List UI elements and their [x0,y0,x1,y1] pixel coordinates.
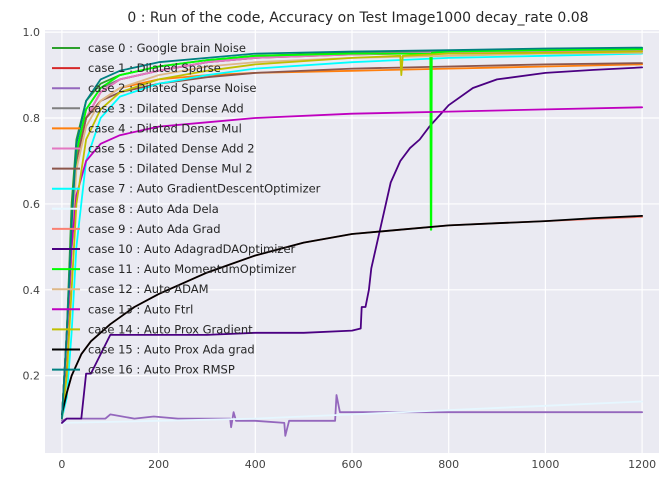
chart-title: 0 : Run of the code, Accuracy on Test Im… [127,10,588,26]
y-tick-label: 0.4 [23,284,41,297]
legend-entry: case 14 : Auto Prox Gradient [88,322,253,336]
series-line-2 [61,394,643,437]
legend-entry: case 5 : Dilated Dense Mul 2 [88,162,253,176]
legend-entry: case 2 : Dilated Sparse Noise [88,81,256,95]
legend-entry: case 0 : Google brain Noise [88,41,246,55]
series-line-15 [61,215,643,416]
legend-entry: case 12 : Auto ADAM [88,282,209,296]
y-tick-label: 0.6 [23,198,41,211]
series-lines [61,46,643,437]
legend-entry: case 4 : Dilated Dense Mul [88,121,242,135]
x-tick-label: 0 [58,458,65,471]
y-axis-ticks: 0.2 0.4 0.6 0.8 1.0 [23,26,41,383]
y-tick-label: 1.0 [23,26,41,39]
series-line-10 [61,66,643,424]
legend-entry: case 16 : Auto Prox RMSP [88,363,235,377]
legend-entry: case 9 : Auto Ada Grad [88,222,221,236]
x-tick-label: 800 [438,458,459,471]
series-line-8 [61,400,643,424]
x-tick-label: 600 [342,458,363,471]
legend-entry: case 1 : Dilated Sparse [88,61,221,75]
legend-entry: case 15 : Auto Prox Ada grad [88,343,255,357]
x-axis-ticks: 0 200 400 600 800 1000 1200 [58,458,656,471]
legend-entry: case 7 : Auto GradientDescentOptimizer [88,182,321,196]
legend-entry: case 10 : Auto AdagradDAOptimizer [88,242,296,256]
legend-entry: case 13 : Auto Ftrl [88,302,193,316]
y-tick-label: 0.8 [23,112,41,125]
y-tick-label: 0.2 [23,370,41,383]
x-tick-label: 400 [245,458,266,471]
series-line-13 [61,106,643,420]
series-line-14 [61,50,643,420]
x-tick-label: 1200 [628,458,656,471]
x-tick-label: 1000 [531,458,559,471]
legend-entry: case 3 : Dilated Dense Add [88,101,244,115]
legend-entry: case 11 : Auto MomentumOptimizer [88,262,296,276]
legend-entry: case 8 : Auto Ada Dela [88,202,219,216]
legend: case 0 : Google brain Noise case 1 : Dila… [52,41,321,377]
grid-lines [45,30,659,453]
legend-entry: case 5 : Dilated Dense Add 2 [88,142,255,156]
series-line-16 [61,46,643,420]
x-tick-label: 200 [148,458,169,471]
